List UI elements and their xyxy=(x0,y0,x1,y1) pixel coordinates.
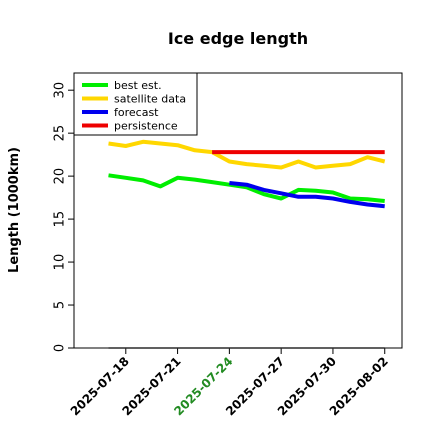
y-tick-label: 20 xyxy=(53,168,68,185)
plot-frame xyxy=(73,72,403,349)
series-line-best-est- xyxy=(108,173,385,203)
y-tick-label: 15 xyxy=(53,211,68,228)
y-tick-label: 30 xyxy=(53,82,68,99)
legend-label: persistence xyxy=(114,120,178,133)
legend-label: satellite data xyxy=(114,93,186,106)
y-axis-label: Length (1000km) xyxy=(7,147,22,273)
y-tick-label: 25 xyxy=(53,125,68,142)
series-line-forecast xyxy=(229,181,385,209)
y-tick-label: 0 xyxy=(53,344,68,352)
y-tick-label: 10 xyxy=(53,254,68,271)
chart-title: Ice edge length xyxy=(168,29,308,48)
series-lines xyxy=(108,139,386,349)
y-tick-label: 5 xyxy=(53,301,68,309)
series-line-satellite-data xyxy=(108,139,386,170)
legend-label: best est. xyxy=(114,79,162,92)
legend: best est.satellite dataforecastpersisten… xyxy=(73,72,198,136)
legend-label: forecast xyxy=(114,106,159,119)
